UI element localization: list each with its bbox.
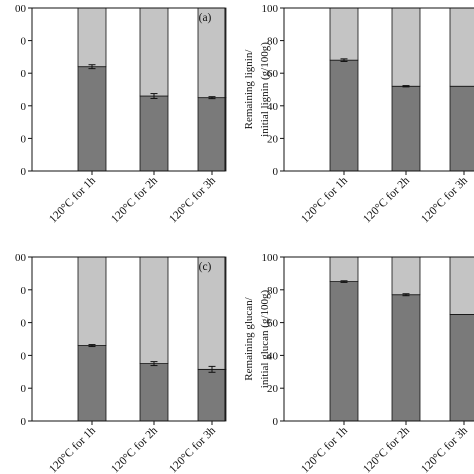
y-tick-label: 0 xyxy=(21,68,27,80)
x-tick-label: 120°C for 3h xyxy=(167,424,218,474)
y-tick-label: 0 xyxy=(21,166,27,178)
x-tick-label: 120°C for 2h xyxy=(109,424,160,474)
bar-panel0-cat1-series0 xyxy=(139,95,169,172)
chart-panel-2: 120°C for 1h 120°C for 2h 120°C for 3h0000… xyxy=(15,252,227,474)
x-tick-label: 120°C for 1h xyxy=(47,174,98,225)
x-tick-label: 120°C for 2h xyxy=(109,174,160,225)
y-tick-label: 0 xyxy=(21,285,27,297)
y-tick-label: 20 xyxy=(267,133,279,145)
y-tick-label: 0 xyxy=(21,350,27,362)
bar-panel3-cat0-series0 xyxy=(329,281,359,422)
bar-panel3-cat0-series1 xyxy=(329,256,359,283)
y-tick-label: 0 xyxy=(273,416,279,428)
bar-panel1-cat0-series0 xyxy=(329,59,359,172)
bar-panel0-cat2-series0 xyxy=(197,97,227,172)
y-axis-label: initial lignin (g/100g) xyxy=(259,42,271,137)
y-tick-label: 20 xyxy=(267,383,279,395)
y-tick-label: 100 xyxy=(262,3,279,15)
y-axis-label: initial glucan (g/100g) xyxy=(259,289,271,388)
y-tick-label: 0 xyxy=(273,166,279,178)
y-axis-label: Remaining glucan/ xyxy=(243,296,255,380)
y-tick-label: 0 xyxy=(21,318,27,330)
bar-panel1-cat0-series1 xyxy=(329,7,359,61)
y-tick-label: 60 xyxy=(267,318,279,330)
bar-panel1-cat2-series1 xyxy=(449,7,474,87)
y-tick-label: 0 xyxy=(21,416,27,428)
chart-panel-3: 120°C for 1h 120°C for 2h 120°C for 3h 0 20 4… xyxy=(243,252,474,474)
x-tick-label: 120°C for 2h xyxy=(361,174,412,225)
x-tick-label: 120°C for 2h xyxy=(361,424,412,474)
bar-panel1-cat1-series0 xyxy=(391,85,421,172)
x-tick-label: 120°C for 3h xyxy=(167,174,218,225)
y-tick-label: 0 xyxy=(21,101,27,113)
y-tick-label: 00 xyxy=(15,252,27,264)
x-tick-label: 120°C for 1h xyxy=(299,424,350,474)
chart-panel-1: 120°C for 1h 120°C for 2h 120°C for 3h 0 20 4… xyxy=(243,3,474,226)
y-axis-label: Remaining lignin/ xyxy=(243,49,255,130)
bar-panel3-cat2-series0 xyxy=(449,313,474,422)
y-tick-label: 00 xyxy=(15,3,27,15)
bar-panel2-cat2-series1 xyxy=(197,256,227,370)
bar-panel2-cat0-series1 xyxy=(77,256,107,346)
bar-panel0-cat0-series0 xyxy=(77,66,107,172)
bar-panel3-cat2-series1 xyxy=(449,256,474,315)
bar-panel2-cat1-series1 xyxy=(139,256,169,364)
y-tick-label: 0 xyxy=(21,133,27,145)
bar-panel2-cat1-series0 xyxy=(139,363,169,422)
panel-label: (a) xyxy=(199,12,212,24)
y-tick-label: 40 xyxy=(267,101,279,113)
bar-panel1-cat2-series0 xyxy=(449,85,474,172)
bar-panel3-cat1-series1 xyxy=(391,256,421,296)
x-tick-label: 120°C for 3h xyxy=(419,174,470,225)
y-tick-label: 0 xyxy=(21,383,27,395)
y-tick-label: 80 xyxy=(267,36,279,48)
x-tick-label: 120°C for 3h xyxy=(419,424,470,474)
bar-panel2-cat0-series0 xyxy=(77,345,107,422)
y-tick-label: 40 xyxy=(267,350,279,362)
y-tick-label: 80 xyxy=(267,285,279,297)
x-tick-label: 120°C for 1h xyxy=(47,424,98,474)
y-tick-label: 0 xyxy=(21,36,27,48)
panel-label: (c) xyxy=(199,261,212,273)
bar-panel3-cat1-series0 xyxy=(391,294,421,422)
x-tick-label: 120°C for 1h xyxy=(299,174,350,225)
bar-panel0-cat1-series1 xyxy=(139,7,169,97)
bar-panel0-cat0-series1 xyxy=(77,7,107,68)
y-tick-label: 60 xyxy=(267,68,279,80)
bar-panel1-cat1-series1 xyxy=(391,7,421,87)
chart-panel-0: 120°C for 1h 120°C for 2h 120°C for 3h0000… xyxy=(15,3,227,226)
bar-panel2-cat2-series0 xyxy=(197,368,227,422)
y-tick-label: 100 xyxy=(262,252,279,264)
